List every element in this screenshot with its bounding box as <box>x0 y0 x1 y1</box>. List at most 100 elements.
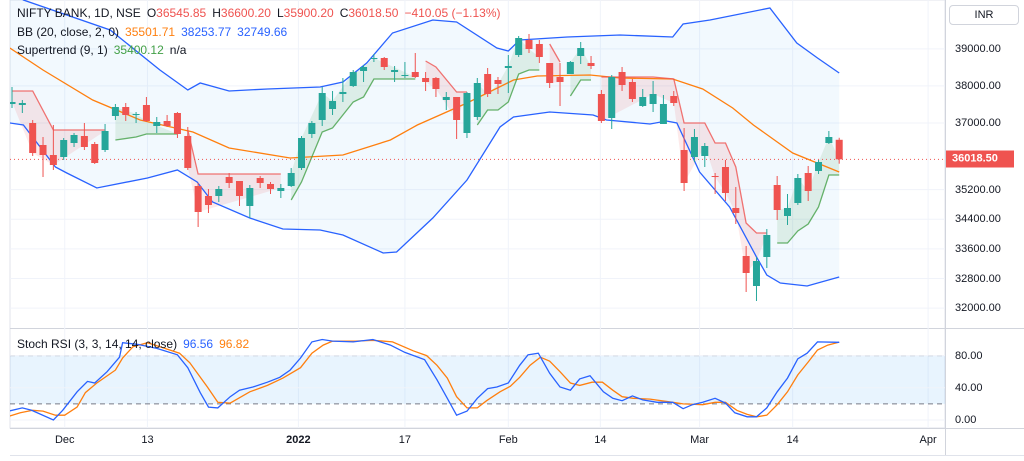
currency-button[interactable]: INR <box>949 5 1019 25</box>
price-tick-label: 32800.00 <box>955 272 1001 285</box>
candle-body <box>277 188 285 191</box>
time-label: 13 <box>141 434 154 446</box>
supertrend-fill-down <box>187 130 281 212</box>
supertrend-line-down <box>12 90 106 131</box>
open-label: O <box>146 6 157 20</box>
candle-body <box>318 93 326 120</box>
time-label: 2022 <box>286 434 311 446</box>
supertrend-line-up <box>777 174 840 244</box>
candle-body <box>184 136 192 168</box>
close-label: C <box>339 6 349 20</box>
candle-body <box>246 188 254 206</box>
candle-body <box>411 72 419 77</box>
candle-body <box>422 78 430 82</box>
candle-body <box>60 140 68 157</box>
bb-basis-value: 35501.71 <box>125 25 176 39</box>
candle-body <box>91 144 99 163</box>
stoch-legend[interactable]: Stoch RSI (3, 3, 14, 14, close) 96.56 96.8… <box>17 337 255 351</box>
candle-body <box>639 97 647 106</box>
bb-label: BB (20, close, 2, 0) <box>17 25 120 39</box>
bb-upper-value: 38253.77 <box>181 25 232 39</box>
candle-body <box>29 123 37 153</box>
supertrend-line-down <box>425 60 467 93</box>
candle-body <box>556 77 564 82</box>
change-value: −410.05 (−1.13%) <box>404 6 501 20</box>
candle-body <box>256 178 264 183</box>
low-value: 35900.20 <box>283 6 334 20</box>
candle-body <box>732 208 740 213</box>
candle-body <box>235 181 243 196</box>
high-value: 36600.20 <box>220 6 271 20</box>
candle-body <box>566 62 574 74</box>
candle-body <box>70 135 78 143</box>
candle-body <box>804 173 812 191</box>
candle-body <box>711 176 719 177</box>
candle-body <box>628 82 636 99</box>
candle-body <box>10 102 16 104</box>
supertrend-legend[interactable]: Supertrend (9, 1) 35400.12 n/a <box>17 43 192 57</box>
candle-body <box>597 94 605 121</box>
candle-body <box>442 97 450 100</box>
candle-body <box>360 67 368 71</box>
candle-body <box>835 139 843 160</box>
time-label: Dec <box>54 434 75 446</box>
candle-body <box>153 122 161 126</box>
bollinger-lower-line <box>10 111 840 287</box>
candle-body <box>670 96 678 103</box>
candle-body <box>773 185 781 210</box>
bollinger-fill <box>10 0 840 286</box>
close-value: 36018.50 <box>348 6 399 20</box>
supertrend-fill-up <box>777 137 840 243</box>
candle-body <box>680 150 688 183</box>
time-label: Mar <box>690 434 710 446</box>
symbol-legend: NIFTY BANK, 1D, NSE O36545.85 H36600.20 L35… <box>17 6 507 20</box>
candle-body <box>794 178 802 203</box>
candle-body <box>494 80 502 84</box>
bb-lower-value: 32749.66 <box>237 25 288 39</box>
candle-body <box>784 208 791 216</box>
price-tick-label: 38000.00 <box>955 79 1001 92</box>
time-label: Apr <box>919 434 937 446</box>
candle-body <box>453 97 461 120</box>
candle-body <box>391 70 399 72</box>
stoch-band-fill <box>10 355 945 404</box>
candle-body <box>763 235 771 257</box>
candle-body <box>215 189 223 196</box>
stoch-d-value: 96.82 <box>219 337 250 351</box>
time-label: 17 <box>398 434 412 446</box>
candle-body <box>432 78 440 89</box>
candle-body <box>225 177 233 183</box>
main-pane <box>10 0 945 301</box>
candle-body <box>504 66 512 68</box>
supertrend-line-up <box>115 133 178 141</box>
supertrend-line-up <box>290 78 416 201</box>
candle-body <box>163 121 171 126</box>
candle-body <box>173 113 181 134</box>
open-value: 36545.85 <box>156 6 207 20</box>
candle-body <box>80 136 88 147</box>
stoch-pane <box>10 338 945 421</box>
candle-body <box>608 77 616 118</box>
stoch-tick-label: 40.00 <box>955 381 983 394</box>
candle-body <box>587 63 595 66</box>
time-label: Feb <box>498 434 518 446</box>
stoch-k-value: 96.56 <box>183 337 214 351</box>
bb-legend[interactable]: BB (20, close, 2, 0) 35501.71 38253.77 3274… <box>17 25 293 39</box>
candle-body <box>339 92 347 94</box>
candle-body <box>463 93 471 133</box>
candle-body <box>473 83 481 117</box>
candle-body <box>752 261 760 286</box>
candle-body <box>535 44 543 57</box>
supertrend-line-down <box>549 43 561 63</box>
stoch-tick-label: 0.00 <box>955 414 977 426</box>
last-price-label: 36018.50 <box>946 150 1014 168</box>
candle-body <box>649 94 657 104</box>
supertrend-line-down <box>601 76 767 234</box>
candle-body <box>742 256 750 273</box>
candle-body <box>701 146 709 156</box>
candle-body <box>618 72 626 85</box>
candle-body <box>204 196 212 205</box>
candle-body <box>122 107 130 115</box>
symbol-name[interactable]: NIFTY BANK, 1D, NSE <box>17 6 141 20</box>
